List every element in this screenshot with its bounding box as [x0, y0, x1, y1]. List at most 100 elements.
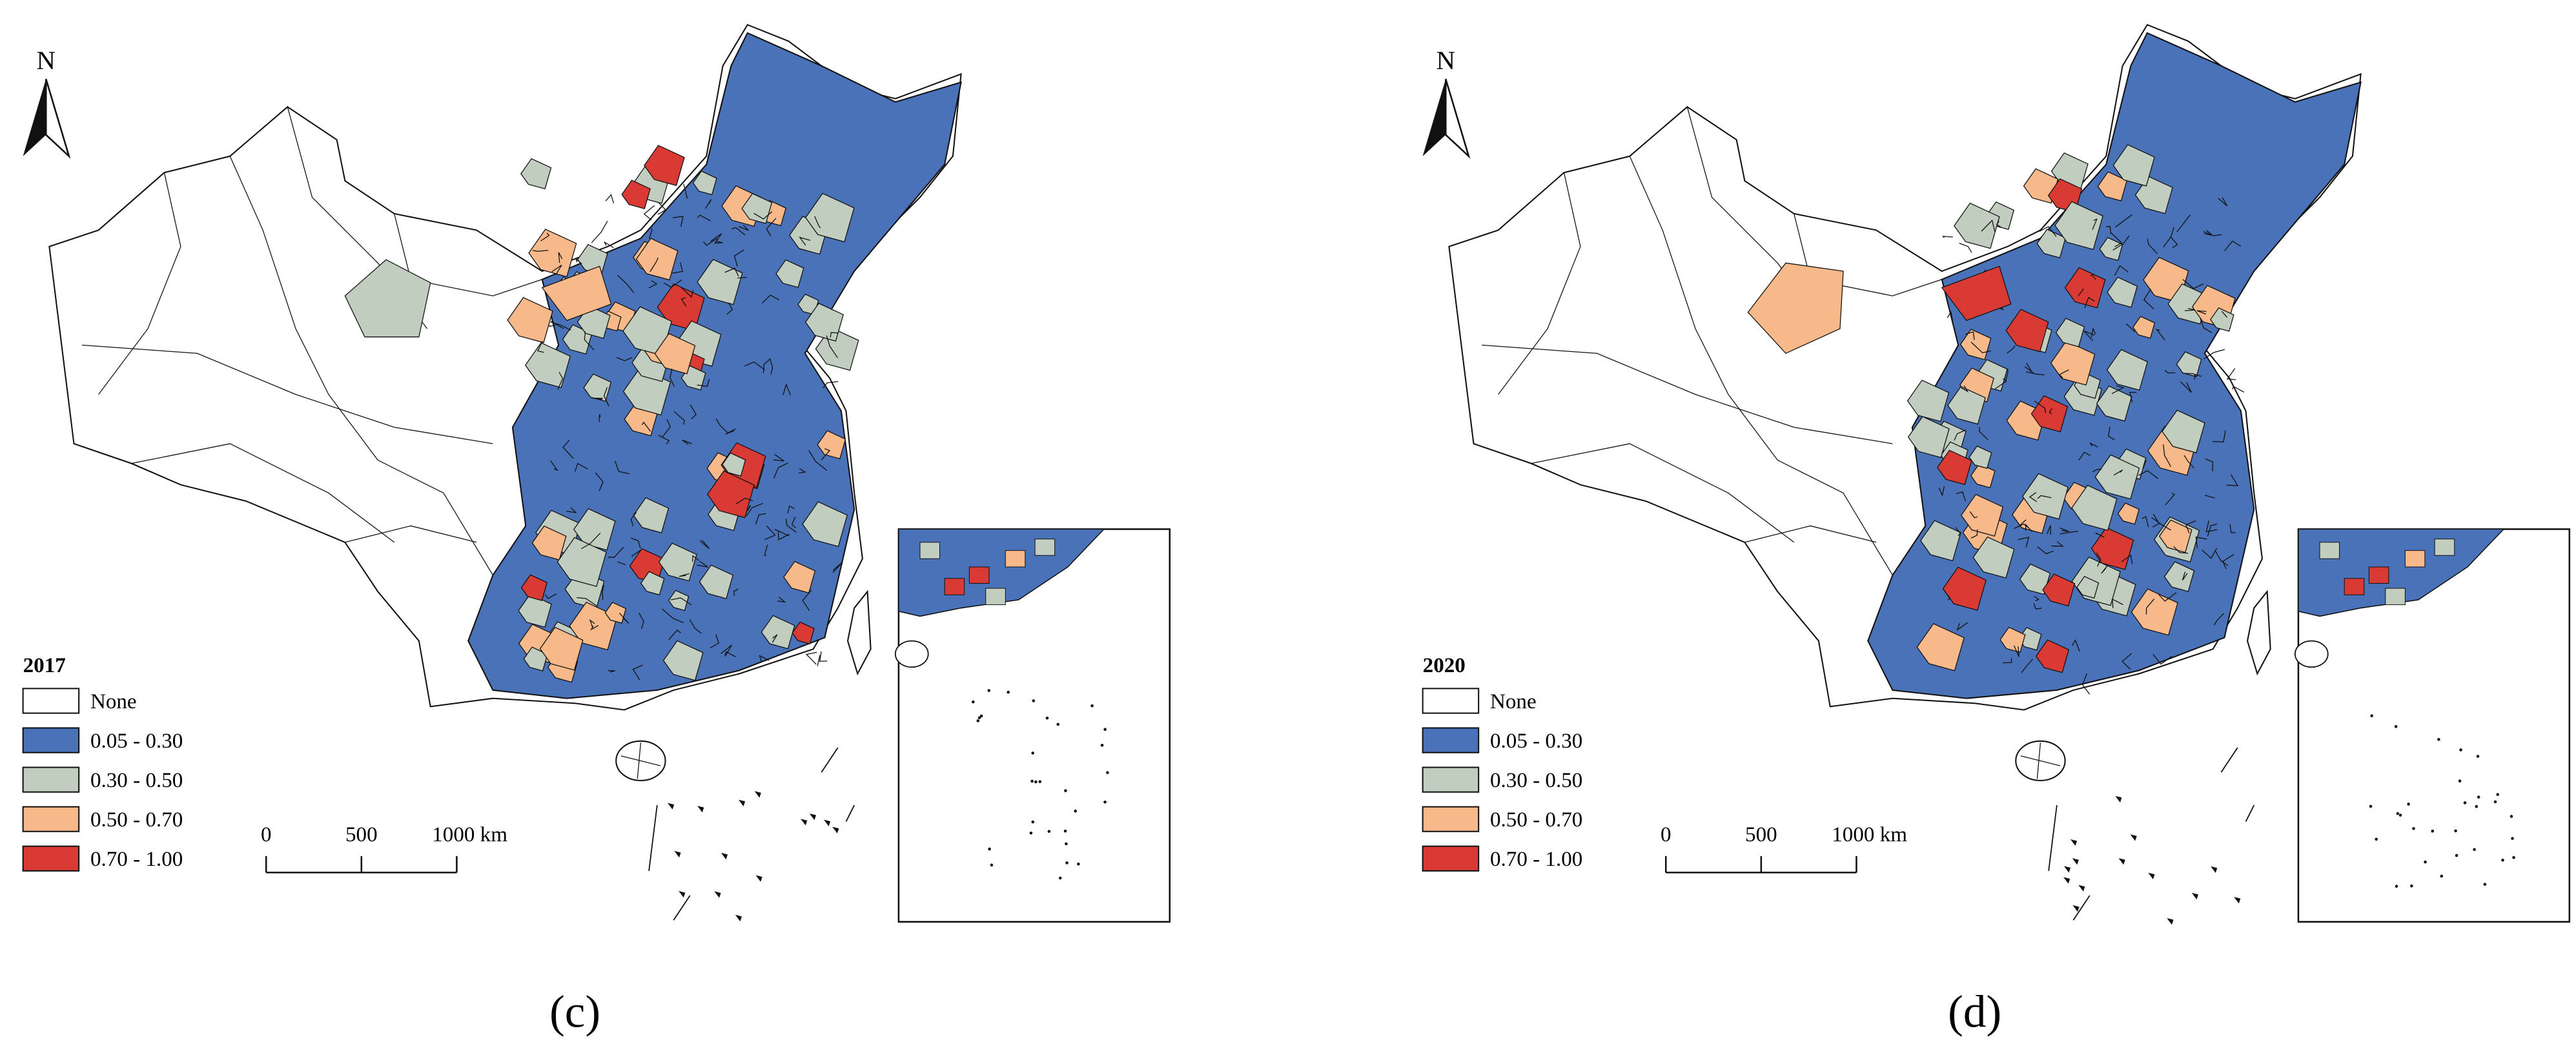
city-border [2226, 368, 2236, 380]
region-patch [1972, 536, 2015, 579]
city-border [2202, 548, 2218, 559]
city-border [540, 232, 550, 241]
islet [809, 814, 817, 821]
islet [1106, 771, 1109, 774]
region-patch [944, 578, 965, 595]
islet [2501, 858, 2504, 862]
region-patch [557, 537, 607, 587]
region-patch [604, 602, 627, 624]
legend-label: 0.30 - 0.50 [1490, 769, 1582, 792]
city-border [2226, 474, 2239, 486]
region-patch [2042, 573, 2076, 607]
city-border [2092, 218, 2098, 230]
city-border [690, 404, 697, 420]
legend-title: 2017 [23, 654, 66, 677]
north-arrow-half [1445, 78, 1471, 159]
islet [1100, 743, 1104, 747]
city-border [2037, 495, 2052, 499]
city-border [2213, 430, 2226, 443]
city-border [671, 262, 683, 274]
city-border [2013, 645, 2019, 657]
city-border [662, 608, 684, 624]
islet [1103, 728, 1107, 731]
city-border [764, 525, 776, 540]
islet [990, 863, 994, 867]
city-border [2182, 571, 2188, 581]
north-label: N [37, 46, 56, 75]
region-patch [520, 574, 548, 601]
islet [2072, 905, 2080, 912]
region-patch [2117, 502, 2140, 525]
city-border [766, 218, 777, 237]
islet [988, 847, 991, 851]
city-border [2222, 554, 2234, 569]
region-patch [2054, 201, 2103, 251]
region-patch [658, 542, 697, 582]
city-border [2185, 520, 2196, 534]
city-border [562, 440, 574, 459]
region-patch [985, 588, 1006, 606]
city-border [782, 383, 791, 396]
city-border [2223, 240, 2242, 252]
region-patch [2076, 575, 2100, 599]
islet [2496, 793, 2499, 796]
city-border [581, 532, 601, 549]
city-border [2182, 279, 2204, 289]
islet [976, 719, 980, 722]
islet [2234, 897, 2241, 904]
north-label: N [1436, 46, 1455, 75]
region-patch [792, 621, 815, 644]
island [2294, 640, 2329, 668]
city-border [2024, 365, 2045, 376]
city-border [826, 335, 838, 358]
city-border [731, 227, 746, 236]
region-patch [2035, 639, 2070, 673]
islet [755, 875, 762, 882]
city-border [2078, 451, 2091, 461]
region-patch [1747, 262, 1844, 354]
province-border [1531, 443, 1795, 543]
city-border [2051, 541, 2064, 547]
islet [721, 852, 728, 860]
city-border [1959, 243, 1972, 253]
islet [1047, 830, 1051, 833]
taiwan [846, 589, 872, 676]
city-border [2005, 369, 2009, 383]
city-border [1955, 527, 1961, 537]
region-patch [817, 430, 846, 460]
islet [2407, 803, 2410, 806]
city-border [2183, 455, 2194, 469]
islet [1031, 820, 1035, 824]
city-border [577, 597, 597, 607]
legend-label: None [90, 690, 137, 713]
city-border [2213, 613, 2224, 626]
city-border [663, 280, 682, 288]
islet [972, 700, 975, 704]
panel-caption: (d) [1948, 987, 2001, 1038]
city-border [591, 221, 608, 243]
city-border [2018, 537, 2030, 548]
region-patch [2319, 542, 2340, 559]
city-border [1981, 220, 1996, 232]
city-border [689, 619, 702, 634]
city-border [595, 472, 604, 491]
city-border [668, 630, 681, 640]
city-border [764, 544, 768, 557]
city-border [774, 529, 790, 537]
region-patch [344, 259, 431, 338]
city-border [566, 507, 577, 513]
city-border [574, 462, 588, 472]
islet [2130, 834, 2137, 841]
boundary-dash [648, 804, 658, 871]
province-border [394, 213, 542, 296]
city-border [1970, 342, 1991, 354]
region-patch [2163, 561, 2195, 592]
city-border [715, 418, 728, 433]
city-border [733, 588, 739, 597]
city-border [673, 411, 686, 425]
city-border [697, 560, 708, 568]
city-border [772, 634, 778, 643]
city-border [2033, 603, 2042, 610]
islet [824, 819, 831, 826]
